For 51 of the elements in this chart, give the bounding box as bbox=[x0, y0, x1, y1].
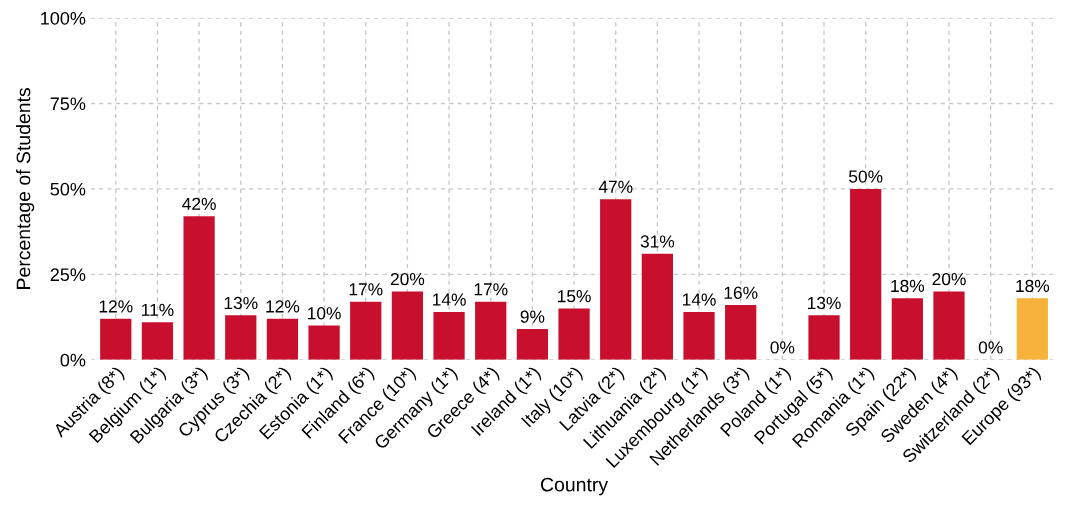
data-label: 11% bbox=[142, 303, 174, 316]
bar bbox=[433, 311, 465, 360]
data-label: 20% bbox=[390, 272, 425, 286]
bar bbox=[891, 298, 923, 360]
data-label: 17% bbox=[474, 283, 508, 296]
data-label: 9% bbox=[520, 310, 545, 323]
data-label: 13% bbox=[807, 296, 841, 310]
bar bbox=[600, 199, 632, 360]
bar bbox=[516, 329, 549, 360]
bar bbox=[225, 315, 257, 360]
data-label: 0% bbox=[770, 341, 795, 354]
bar bbox=[641, 253, 673, 360]
data-label: 47% bbox=[598, 180, 633, 193]
data-label: 18% bbox=[891, 279, 925, 293]
bar bbox=[683, 311, 715, 360]
data-label: 50% bbox=[849, 170, 883, 183]
data-label: 14% bbox=[433, 293, 466, 306]
data-label: 20% bbox=[932, 272, 966, 286]
data-label: 12% bbox=[99, 300, 133, 313]
data-label: 15% bbox=[558, 290, 591, 303]
x-axis-title: Country bbox=[541, 477, 609, 496]
data-label: 0% bbox=[978, 341, 1003, 354]
y-tick-label: 50% bbox=[50, 182, 86, 196]
data-label: 17% bbox=[349, 283, 383, 296]
y-tick-label: 25% bbox=[50, 268, 86, 282]
bar bbox=[100, 318, 132, 360]
data-label: 16% bbox=[724, 286, 758, 299]
data-label: 31% bbox=[640, 235, 675, 248]
bar bbox=[725, 305, 757, 360]
bar bbox=[308, 325, 340, 360]
bar bbox=[183, 216, 215, 360]
bar bbox=[141, 322, 174, 360]
y-tick-label: 100% bbox=[41, 11, 86, 25]
bar bbox=[350, 301, 382, 360]
y-tick-label: 75% bbox=[50, 97, 86, 111]
bar bbox=[266, 318, 299, 360]
bar bbox=[850, 188, 882, 360]
bar bbox=[808, 315, 840, 360]
bar bbox=[391, 291, 424, 360]
bar bbox=[933, 291, 965, 360]
data-label: 13% bbox=[224, 296, 258, 310]
bar bbox=[475, 301, 507, 360]
y-axis-title: Percentage of Students bbox=[16, 87, 35, 289]
bar bbox=[558, 308, 590, 360]
y-tick-label: 0% bbox=[60, 353, 86, 367]
data-label: 18% bbox=[1016, 279, 1050, 293]
data-label: 10% bbox=[308, 307, 341, 320]
data-label: 12% bbox=[266, 300, 300, 313]
data-label: 42% bbox=[182, 197, 216, 210]
bar bbox=[1016, 298, 1048, 360]
data-label: 14% bbox=[682, 293, 716, 306]
